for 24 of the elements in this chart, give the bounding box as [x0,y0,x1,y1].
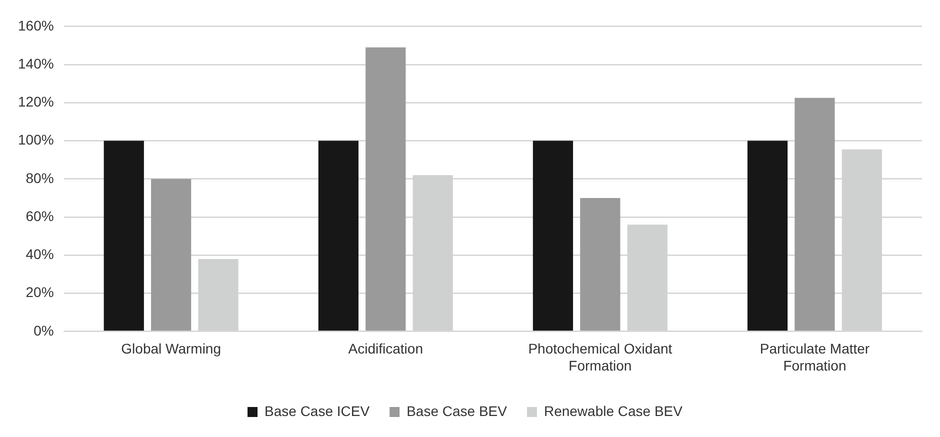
y-tick-label: 0% [34,322,54,338]
y-tick-label: 140% [18,55,54,72]
y-tick-label: 100% [18,132,54,148]
y-tick-label: 60% [26,208,54,224]
y-tick-label: 120% [18,94,54,110]
legend-label: Base Case BEV [406,402,508,419]
y-tick-label: 40% [26,246,54,262]
bar [794,98,835,331]
bar [532,140,574,331]
x-tick-label: Acidification [348,340,423,357]
bar [151,178,192,331]
x-tick-label: Photochemical Oxidant Formation [528,340,672,374]
bar [747,140,788,331]
y-tick-label: 20% [26,284,54,300]
bar [104,140,144,331]
x-tick-label: Global Warming [121,340,222,357]
legend-label: Renewable Case BEV [544,402,684,419]
legend-label: Base Case ICEV [264,402,370,419]
bar [366,47,406,331]
bar [580,198,620,331]
bar [318,140,358,331]
y-tick-label: 80% [26,170,54,186]
x-tick-label: Particulate Matter Formation [760,340,870,374]
y-tick-label: 160% [18,17,54,34]
